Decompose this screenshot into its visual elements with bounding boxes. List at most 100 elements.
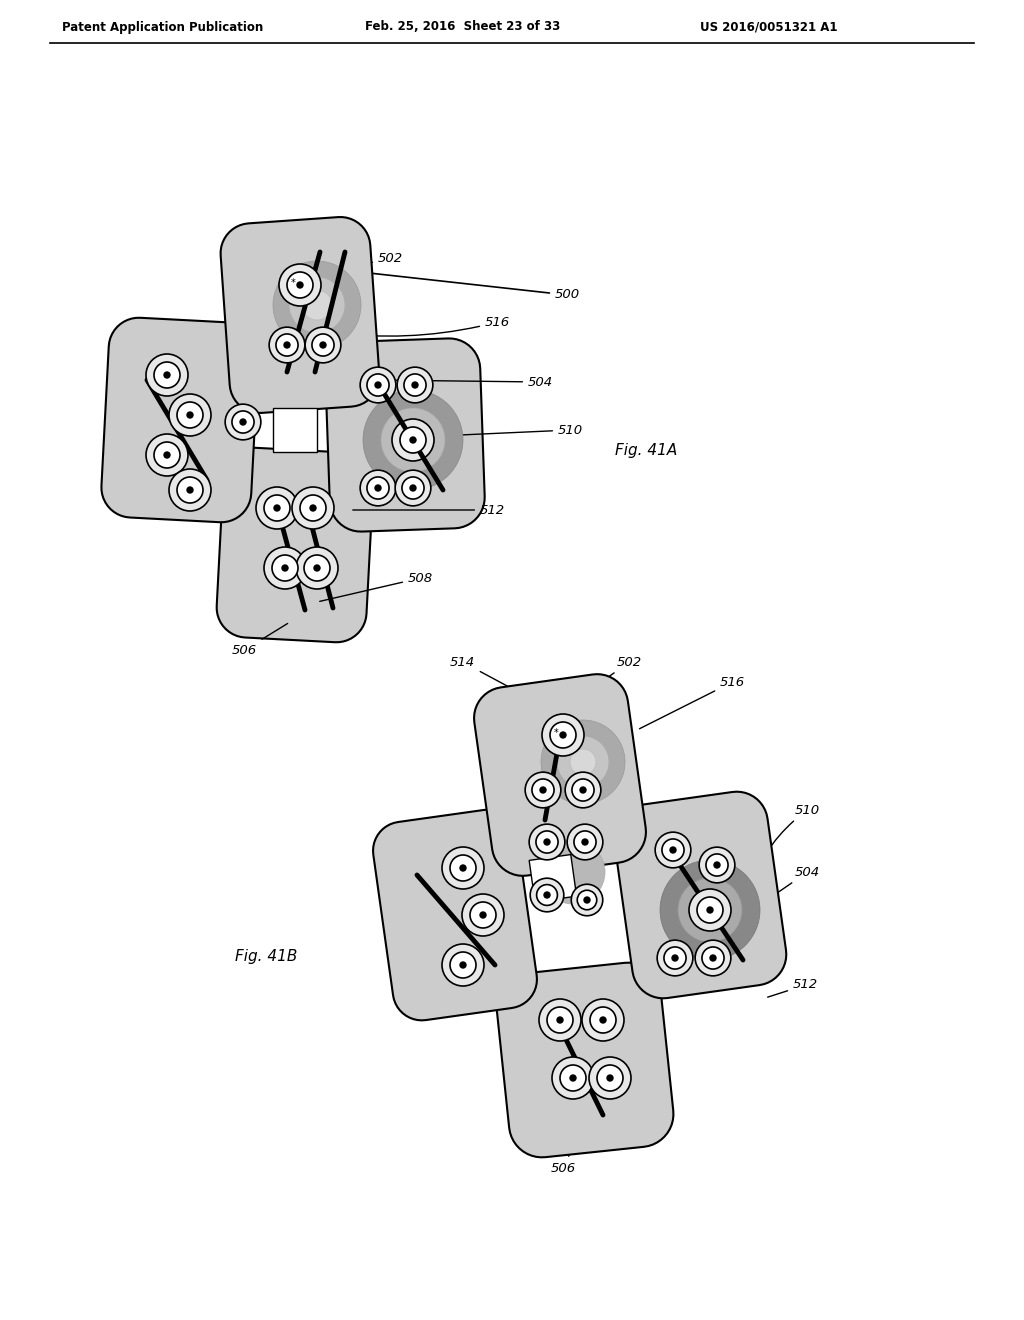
Circle shape <box>297 282 303 288</box>
Circle shape <box>314 565 319 572</box>
Circle shape <box>269 327 305 363</box>
Circle shape <box>460 865 466 871</box>
Text: 506: 506 <box>232 623 288 656</box>
Circle shape <box>450 855 476 880</box>
Text: 510: 510 <box>463 424 583 437</box>
Circle shape <box>282 565 288 572</box>
Circle shape <box>381 408 445 473</box>
Circle shape <box>402 477 424 499</box>
Circle shape <box>557 1016 563 1023</box>
Circle shape <box>657 940 693 975</box>
Circle shape <box>462 894 504 936</box>
Circle shape <box>232 411 254 433</box>
Circle shape <box>273 261 361 348</box>
Circle shape <box>701 946 724 969</box>
Circle shape <box>570 748 596 775</box>
Text: 504: 504 <box>769 866 820 899</box>
Circle shape <box>707 907 713 913</box>
Text: US 2016/0051321 A1: US 2016/0051321 A1 <box>700 21 838 33</box>
Circle shape <box>362 389 463 490</box>
Polygon shape <box>613 792 786 998</box>
Bar <box>273 408 317 451</box>
Circle shape <box>536 832 558 853</box>
Text: *: * <box>554 729 558 738</box>
Circle shape <box>670 847 676 853</box>
Circle shape <box>367 477 389 499</box>
Circle shape <box>580 787 586 793</box>
Circle shape <box>693 894 727 927</box>
Circle shape <box>470 902 496 928</box>
Circle shape <box>573 832 596 853</box>
Circle shape <box>302 290 332 319</box>
Text: Patent Application Publication: Patent Application Publication <box>62 21 263 33</box>
Text: 516: 516 <box>639 676 745 729</box>
Circle shape <box>570 1074 575 1081</box>
Circle shape <box>264 546 306 589</box>
Circle shape <box>541 719 625 804</box>
Circle shape <box>164 451 170 458</box>
Circle shape <box>450 952 476 978</box>
Circle shape <box>572 779 594 801</box>
Circle shape <box>187 487 193 492</box>
Circle shape <box>264 495 290 521</box>
Bar <box>529 854 577 902</box>
Circle shape <box>296 546 338 589</box>
Circle shape <box>530 878 564 912</box>
Circle shape <box>552 1057 594 1100</box>
Text: 516: 516 <box>333 315 510 337</box>
Text: 500: 500 <box>365 271 581 301</box>
Text: Fig. 41A: Fig. 41A <box>615 442 677 458</box>
Circle shape <box>240 418 246 425</box>
Circle shape <box>662 840 684 861</box>
Circle shape <box>300 495 326 521</box>
Circle shape <box>410 484 416 491</box>
Text: 508: 508 <box>319 572 433 602</box>
Circle shape <box>442 847 484 888</box>
Circle shape <box>550 722 575 748</box>
Circle shape <box>672 954 678 961</box>
Circle shape <box>360 470 396 506</box>
Circle shape <box>544 892 550 898</box>
Circle shape <box>542 714 584 756</box>
Circle shape <box>154 442 180 469</box>
Text: Feb. 25, 2016  Sheet 23 of 33: Feb. 25, 2016 Sheet 23 of 33 <box>365 21 560 33</box>
Circle shape <box>567 824 603 859</box>
Circle shape <box>412 381 418 388</box>
Text: 512: 512 <box>768 978 818 997</box>
Circle shape <box>164 372 170 378</box>
Circle shape <box>660 861 760 960</box>
Circle shape <box>600 1016 606 1023</box>
Text: 506: 506 <box>551 1125 584 1175</box>
Circle shape <box>146 354 188 396</box>
Circle shape <box>292 487 334 529</box>
Circle shape <box>360 367 396 403</box>
Circle shape <box>557 737 609 788</box>
Circle shape <box>367 374 389 396</box>
Circle shape <box>664 946 686 969</box>
Circle shape <box>678 878 742 942</box>
Circle shape <box>460 962 466 968</box>
Text: Fig. 41B: Fig. 41B <box>234 949 297 965</box>
Text: 510: 510 <box>767 804 820 853</box>
Circle shape <box>304 554 330 581</box>
Circle shape <box>395 470 431 506</box>
Circle shape <box>146 434 188 477</box>
Polygon shape <box>474 675 646 876</box>
Text: 504: 504 <box>376 375 553 388</box>
Circle shape <box>392 418 434 461</box>
Circle shape <box>547 1007 573 1034</box>
Circle shape <box>560 1065 586 1092</box>
Circle shape <box>544 840 550 845</box>
Circle shape <box>284 342 290 348</box>
Circle shape <box>590 1007 616 1034</box>
Circle shape <box>582 999 624 1041</box>
Circle shape <box>714 862 720 869</box>
Circle shape <box>706 854 728 876</box>
Circle shape <box>177 477 203 503</box>
Circle shape <box>272 554 298 581</box>
Circle shape <box>154 362 180 388</box>
Circle shape <box>560 733 566 738</box>
Circle shape <box>319 342 326 348</box>
Circle shape <box>397 367 433 403</box>
Circle shape <box>187 412 193 418</box>
